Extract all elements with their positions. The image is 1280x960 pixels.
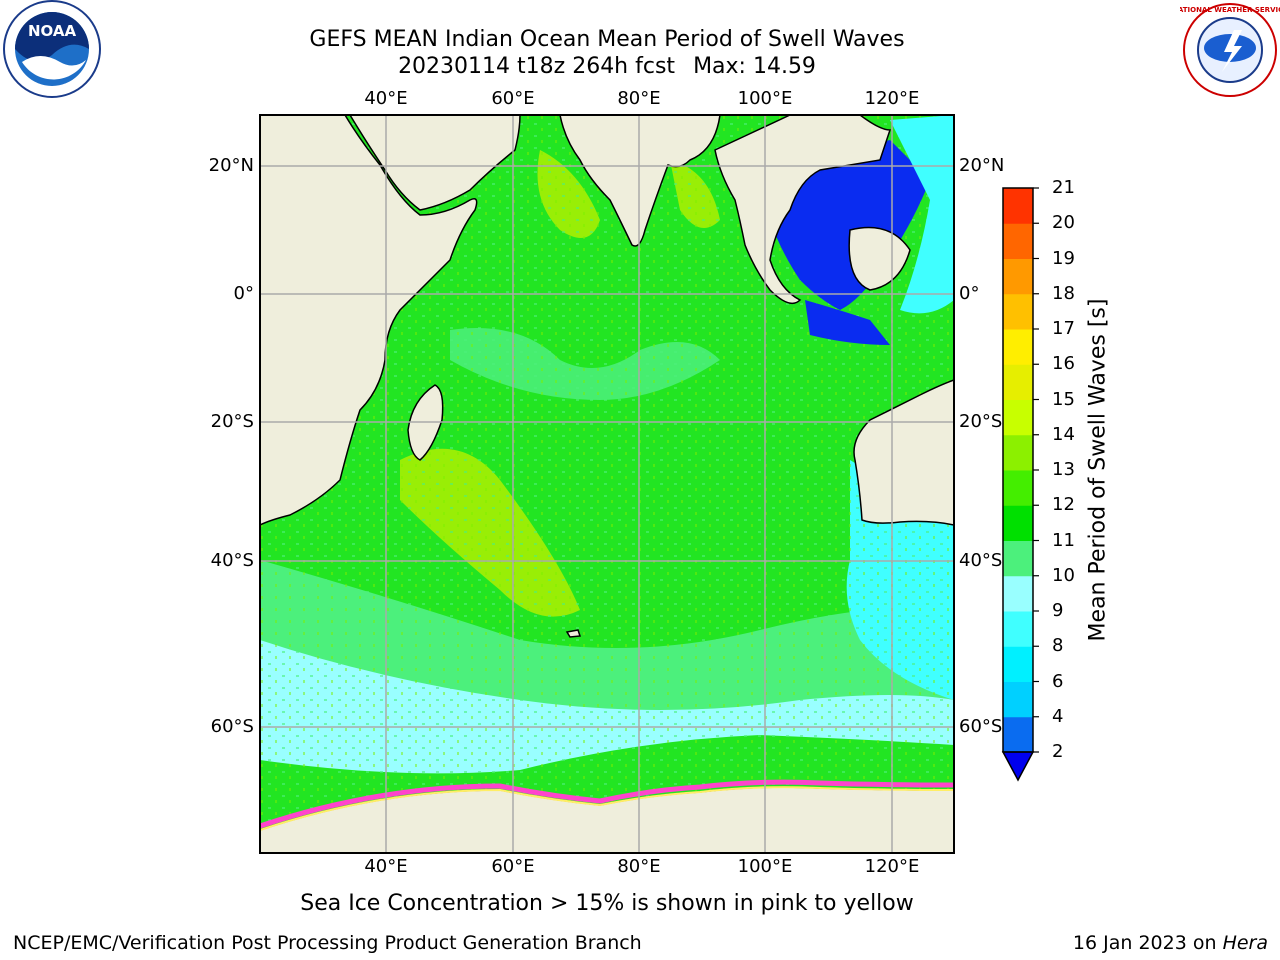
land-arabia [349, 115, 521, 211]
colorbar-tick-label: 20 [1052, 212, 1075, 234]
colorbar-segment [1003, 646, 1033, 682]
colorbar-tick-label: 13 [1052, 459, 1075, 480]
land-india [559, 115, 721, 247]
map-frame [259, 114, 955, 854]
lon-label-top-100e: 100°E [737, 88, 793, 109]
lat-label-right-60s: 60°S [959, 716, 1003, 737]
lon-label-bottom-40e: 40°E [364, 856, 408, 877]
colorbar-tick-label: 15 [1052, 388, 1075, 410]
colorbar-segment [1003, 611, 1033, 647]
lon-label-top-40e: 40°E [364, 88, 408, 109]
footer-host: Hera [1222, 932, 1268, 954]
lat-label-left-20s: 20°S [210, 411, 254, 432]
colorbar-tick-label: 11 [1052, 529, 1075, 551]
graticule [260, 115, 954, 853]
colorbar-tick-label: 12 [1052, 494, 1075, 516]
colorbar-segment [1003, 716, 1033, 753]
colorbar-segment [1003, 434, 1033, 471]
lon-label-top-60e: 60°E [491, 88, 535, 109]
colorbar-segment [1003, 223, 1033, 259]
lat-label-left-40s: 40°S [210, 550, 254, 571]
colorbar-tick-label: 18 [1052, 282, 1075, 304]
colorbar-tick-label: 4 [1052, 705, 1064, 727]
colorbar-segment [1003, 575, 1033, 612]
colorbar-tick-label: 9 [1052, 600, 1064, 621]
colorbar-tick-label: 2 [1052, 741, 1064, 762]
lat-label-right-20n: 20°N [959, 155, 1005, 176]
land-se-asia [714, 115, 892, 305]
svg-text:NATIONAL WEATHER SERVICE: NATIONAL WEATHER SERVICE [1180, 6, 1280, 14]
map-subtitle: 20230114 t18z 264h fcst Max: 14.59 [0, 54, 1214, 79]
footer-branch: NCEP/EMC/Verification Post Processing Pr… [13, 932, 642, 954]
lat-label-left-60s: 60°S [210, 716, 254, 737]
colorbar-segment [1003, 293, 1033, 330]
colorbar-extend-triangle [1001, 751, 1035, 782]
sea-ice-inner [260, 786, 954, 831]
map-plot-area [260, 115, 954, 853]
lon-label-bottom-60e: 60°E [491, 856, 535, 877]
colorbar-tick-label: 10 [1052, 564, 1075, 586]
nws-logo: NATIONAL WEATHER SERVICE [1180, 3, 1280, 97]
footer-date: 16 Jan 2023 on Hera [1073, 932, 1268, 954]
colorbar-segment [1003, 364, 1033, 400]
lon-label-bottom-80e: 80°E [617, 856, 661, 877]
colorbar-segment [1003, 399, 1033, 436]
colorbar-frame [1002, 187, 1034, 753]
land-kerguelen [565, 629, 582, 638]
colorbar-segment [1003, 470, 1033, 506]
max-value: Max: 14.59 [693, 54, 816, 79]
lat-label-right-20s: 20°S [959, 411, 1003, 432]
colorbar-segment [1003, 505, 1033, 541]
lon-label-bottom-120e: 120°E [864, 856, 920, 877]
land-borneo [848, 226, 911, 291]
sea-ice-caption: Sea Ice Concentration > 15% is shown in … [300, 891, 914, 916]
lon-label-bottom-100e: 100°E [737, 856, 793, 877]
colorbar-tick-label: 14 [1052, 423, 1075, 445]
colorbar-segment [1003, 540, 1033, 577]
lat-label-left-0: 0° [233, 283, 254, 304]
colorbar-tick-label: 17 [1052, 318, 1075, 339]
map-title: GEFS MEAN Indian Ocean Mean Period of Sw… [309, 27, 905, 52]
swell-aqua-pacific [890, 115, 954, 314]
lon-label-top-80e: 80°E [617, 88, 661, 109]
lon-label-top-120e: 120°E [864, 88, 920, 109]
colorbar-tick-label: 16 [1052, 353, 1075, 375]
colorbar-tick-label: 6 [1052, 670, 1064, 692]
sea-ice-fringe [260, 779, 954, 829]
noaa-logo: NOAA [3, 0, 101, 98]
footer-date-text: 16 Jan 2023 on [1072, 932, 1223, 954]
lat-label-left-20n: 20°N [208, 155, 254, 176]
colorbar-segment [1003, 258, 1033, 295]
colorbar-tick-label: 21 [1052, 177, 1075, 198]
colorbar-segment [1003, 188, 1033, 224]
colorbar-tick-label: 19 [1052, 247, 1075, 269]
svg-text:NOAA: NOAA [28, 22, 77, 40]
swell-blue-java [805, 300, 890, 345]
colorbar-label: Mean Period of Swell Waves [s] [1085, 298, 1111, 642]
swell-blue-scs [770, 140, 930, 310]
lat-label-right-0: 0° [959, 283, 980, 304]
colorbar-tick-label: 8 [1052, 635, 1064, 657]
lat-label-right-40s: 40°S [959, 550, 1003, 571]
land-australia [853, 379, 954, 526]
run-info: 20230114 t18z 264h fcst [398, 54, 676, 79]
colorbar-segment [1003, 329, 1033, 365]
colorbar [1003, 187, 1039, 753]
colorbar-segment [1003, 681, 1033, 718]
